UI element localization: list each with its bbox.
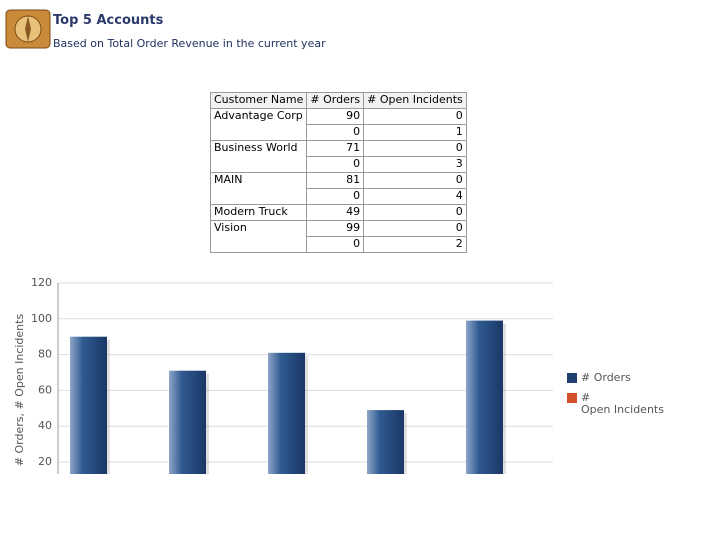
customer-name: Advantage Corp bbox=[209, 108, 308, 141]
legend-swatch bbox=[567, 393, 577, 403]
bar bbox=[466, 320, 503, 474]
subtitle: Based on Total Order Revenue in the curr… bbox=[53, 37, 326, 50]
bar-shadow bbox=[209, 495, 246, 500]
bar bbox=[107, 496, 144, 498]
bar-shadow bbox=[506, 497, 543, 501]
y-tick-label: 100 bbox=[31, 312, 52, 325]
column-header: # Orders bbox=[306, 92, 365, 109]
table-row: Business World 71 0 bbox=[209, 140, 467, 173]
y-tick-label: 20 bbox=[38, 455, 52, 468]
customer-name: Modern Truck bbox=[209, 204, 308, 221]
bar bbox=[70, 336, 107, 474]
legend-label: # Open Incidents bbox=[581, 391, 664, 416]
y-tick-label: 120 bbox=[31, 276, 52, 289]
cell: 99 bbox=[306, 220, 365, 237]
report-icon bbox=[5, 9, 51, 49]
customer-name: Business World bbox=[209, 140, 308, 173]
bar bbox=[268, 352, 305, 474]
bar bbox=[367, 410, 404, 474]
legend-swatch bbox=[567, 373, 577, 383]
bar bbox=[169, 370, 206, 474]
table-row: Vision 99 0 bbox=[209, 220, 467, 253]
bar bbox=[305, 491, 342, 498]
y-tick-label: 40 bbox=[38, 419, 52, 432]
table-row: MAIN 81 0 bbox=[209, 172, 467, 205]
bar bbox=[503, 494, 540, 498]
table-row: Modern Truck 49 0 bbox=[209, 204, 467, 221]
legend-label: # Orders bbox=[581, 371, 631, 384]
bar-shadow bbox=[110, 499, 147, 501]
bar-shadow bbox=[308, 494, 345, 501]
y-tick-label: 60 bbox=[38, 383, 52, 396]
table-row: Advantage Corp 90 0 bbox=[209, 108, 467, 141]
y-tick-label: 80 bbox=[38, 348, 52, 361]
customer-name: Vision bbox=[209, 220, 308, 253]
bar bbox=[206, 492, 243, 497]
accounts-table: Customer Name # Orders # Open Incidents Adv… bbox=[209, 92, 467, 253]
legend-line: Open Incidents bbox=[581, 403, 664, 416]
y-axis-title: # Orders, # Open Incidents bbox=[13, 314, 26, 467]
legend-line: # bbox=[581, 391, 590, 404]
title: Top 5 Accounts bbox=[53, 13, 164, 28]
cell: 2 bbox=[363, 236, 467, 253]
